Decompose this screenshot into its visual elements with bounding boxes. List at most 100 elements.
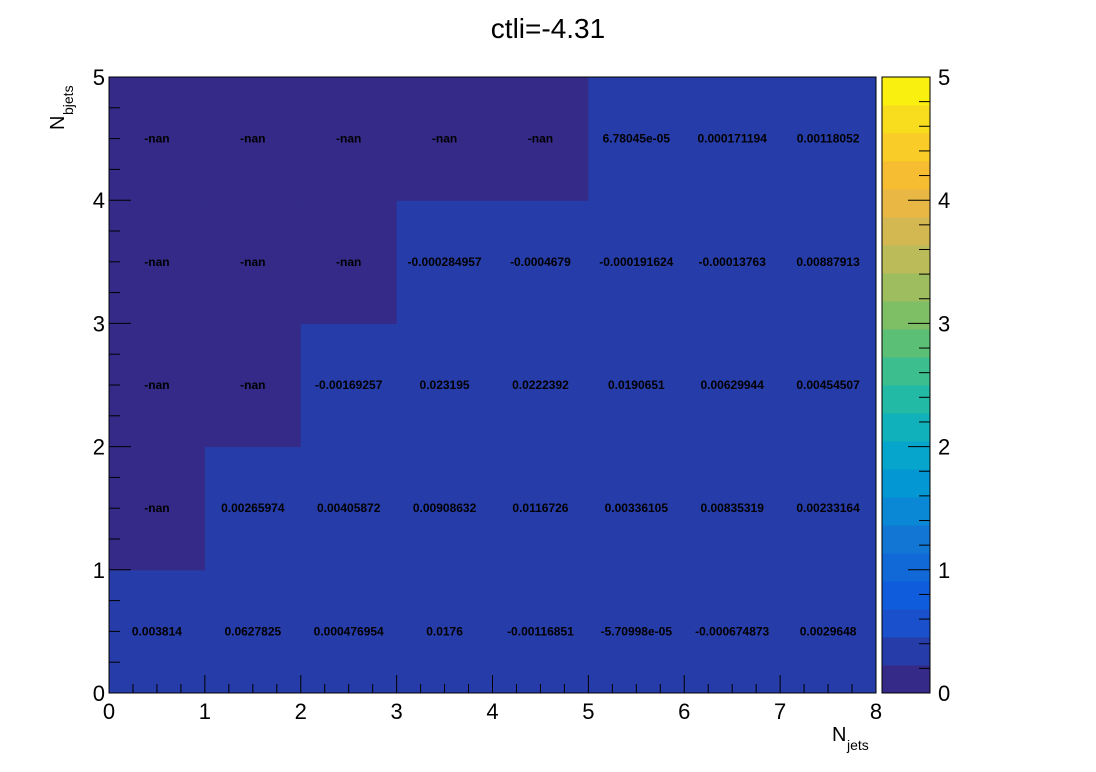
cell-value-label: 0.00265974 bbox=[221, 501, 285, 515]
x-tick-label: 0 bbox=[103, 699, 115, 724]
cell-value-label: -0.000674873 bbox=[695, 624, 769, 638]
y-tick-label: 0 bbox=[93, 681, 105, 706]
cell-value-label: -0.00169257 bbox=[315, 378, 383, 392]
cell-value-label: -nan bbox=[144, 378, 169, 392]
heatmap-cell bbox=[204, 569, 302, 694]
color-scale-band bbox=[882, 189, 930, 218]
cell-value-label: 0.000171194 bbox=[697, 132, 767, 146]
color-scale-bar bbox=[882, 77, 930, 694]
heatmap-cell bbox=[780, 77, 877, 201]
heatmap-cell bbox=[684, 323, 781, 448]
heatmap-cell bbox=[204, 446, 302, 571]
heatmap-cell bbox=[492, 200, 589, 324]
cell-value-label: 0.023195 bbox=[420, 378, 470, 392]
heatmap-cell bbox=[780, 569, 877, 694]
heatmap-cell bbox=[780, 200, 877, 324]
heatmap-cell bbox=[684, 446, 781, 571]
cell-value-label: 0.00405872 bbox=[317, 501, 381, 515]
heatmap-cell bbox=[588, 569, 685, 694]
heatmap-cell bbox=[780, 446, 877, 571]
heatmap-cell bbox=[204, 200, 302, 324]
heatmap-cell bbox=[396, 323, 493, 448]
heatmap-cell bbox=[396, 569, 493, 694]
heatmap-cell bbox=[204, 77, 302, 201]
heatmap-cell bbox=[300, 446, 398, 571]
z-tick-label: 2 bbox=[938, 435, 950, 460]
color-scale-axis: 0 1 2 3 4 5 bbox=[908, 65, 950, 706]
x-tick-label: 4 bbox=[486, 699, 498, 724]
heatmap-cell bbox=[588, 446, 685, 571]
chart-title: ctli=-4.31 bbox=[491, 13, 605, 44]
heatmap-cell bbox=[109, 323, 206, 448]
color-scale-band bbox=[882, 217, 930, 246]
y-axis-label-sub: bjets bbox=[60, 85, 76, 115]
z-tick-label: 1 bbox=[938, 558, 950, 583]
cell-value-label: 0.0176 bbox=[426, 624, 463, 638]
x-tick-label: 7 bbox=[774, 699, 786, 724]
heatmap-cell bbox=[492, 323, 589, 448]
heatmap-cell bbox=[492, 569, 589, 694]
color-scale-band bbox=[882, 133, 930, 162]
cell-value-label: 0.000476954 bbox=[314, 624, 384, 638]
cell-value-label: 0.0029648 bbox=[800, 624, 857, 638]
cell-value-label: 0.0627825 bbox=[224, 624, 281, 638]
y-axis: 0 1 2 3 4 5 bbox=[93, 65, 131, 706]
cell-value-label: 0.0222392 bbox=[512, 378, 569, 392]
color-scale-band bbox=[882, 525, 930, 554]
y-tick-label: 3 bbox=[93, 311, 105, 336]
color-scale-band bbox=[882, 329, 930, 358]
y-tick-label: 1 bbox=[93, 558, 105, 583]
cell-value-label: 0.0190651 bbox=[608, 378, 665, 392]
cell-value-label: -nan bbox=[240, 255, 265, 269]
heatmap-cells bbox=[109, 77, 877, 694]
heatmap-cell bbox=[588, 323, 685, 448]
color-scale-band bbox=[882, 637, 930, 666]
y-tick-label: 2 bbox=[93, 435, 105, 460]
z-tick-label: 3 bbox=[938, 311, 950, 336]
x-axis-title: N jets bbox=[832, 724, 869, 753]
cell-value-label: 0.0116726 bbox=[512, 501, 568, 515]
cell-value-label: 0.00835319 bbox=[700, 501, 764, 515]
color-scale-band bbox=[882, 77, 930, 106]
heatmap-cell bbox=[396, 200, 493, 324]
heatmap-cell bbox=[109, 446, 206, 571]
cell-value-label: 0.00336105 bbox=[605, 501, 669, 515]
cell-value-labels: 0.003814 0.0627825 0.000476954 0.0176 -0.001… bbox=[132, 132, 860, 639]
x-axis-label-sub: jets bbox=[846, 737, 869, 753]
color-scale-band bbox=[882, 469, 930, 498]
color-scale-band bbox=[882, 665, 930, 694]
x-tick-label: 3 bbox=[391, 699, 403, 724]
color-scale-band bbox=[882, 553, 930, 582]
z-tick-label: 4 bbox=[938, 188, 950, 213]
heatmap-cell bbox=[396, 77, 493, 201]
cell-value-label: -nan bbox=[144, 501, 169, 515]
heatmap-cell bbox=[300, 77, 398, 201]
color-scale-band bbox=[882, 301, 930, 330]
x-tick-label: 5 bbox=[582, 699, 594, 724]
cell-value-label: 0.00233164 bbox=[796, 501, 860, 515]
cell-value-label: -nan bbox=[432, 132, 457, 146]
color-scale-band bbox=[882, 105, 930, 134]
cell-value-label: 0.00887913 bbox=[796, 255, 860, 269]
heatmap-cell bbox=[109, 77, 206, 201]
cell-value-label: 0.00908632 bbox=[413, 501, 477, 515]
heatmap-cell bbox=[780, 323, 877, 448]
heatmap-cell bbox=[492, 77, 589, 201]
color-scale-band bbox=[882, 497, 930, 526]
color-scale-band bbox=[882, 357, 930, 386]
cell-value-label: -0.00116851 bbox=[507, 624, 574, 638]
cell-value-label: -0.000191624 bbox=[599, 255, 673, 269]
color-scale-band bbox=[882, 609, 930, 638]
x-tick-label: 6 bbox=[678, 699, 690, 724]
x-tick-label: 2 bbox=[295, 699, 307, 724]
cell-value-label: -0.000284957 bbox=[408, 255, 482, 269]
color-scale-band bbox=[882, 581, 930, 610]
heatmap-cell bbox=[109, 200, 206, 324]
z-tick-label: 5 bbox=[938, 65, 950, 90]
heatmap-cell bbox=[684, 569, 781, 694]
cell-value-label: -nan bbox=[144, 132, 169, 146]
color-scale-band bbox=[882, 273, 930, 302]
heatmap-cell bbox=[204, 323, 302, 448]
color-scale-band bbox=[882, 413, 930, 442]
